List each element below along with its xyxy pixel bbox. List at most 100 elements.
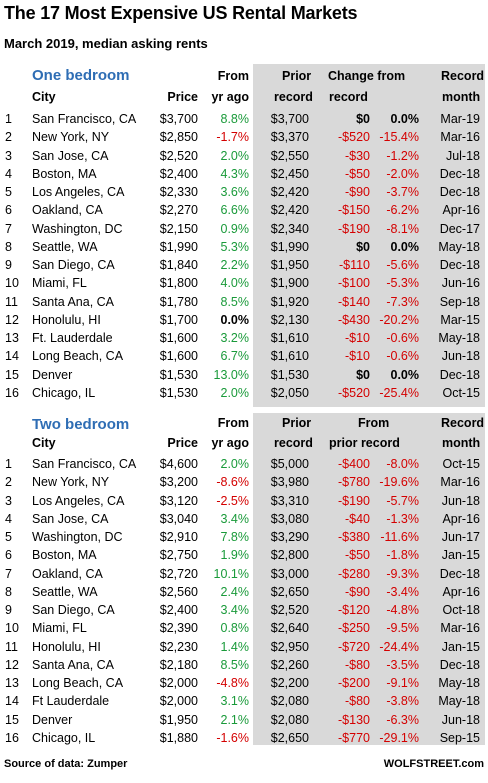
cell-record-month: Dec-18 (439, 258, 480, 272)
cell-price: $2,910 (159, 530, 198, 544)
header-price: Price (167, 90, 198, 104)
cell-pct-change: -24.4% (379, 639, 419, 654)
cell-prior-record: $2,640 (270, 621, 309, 636)
table-row: 5 Los Angeles, CA $2,330 3.6% $2,420 -$90 -3.7… (0, 183, 488, 201)
cell-dollar-change: -$40 (344, 511, 370, 526)
cell-prior-record: $3,980 (270, 475, 309, 490)
cell-dollar-change: -$780 (338, 475, 370, 490)
cell-pct-change: -7.3% (386, 294, 419, 309)
cell-price: $1,950 (159, 712, 198, 727)
cell-prior-record: $1,900 (270, 276, 309, 291)
cell-city: Denver (32, 712, 73, 727)
cell-dollar-change: -$400 (338, 457, 370, 471)
table-row: 14 Ft Lauderdale $2,000 3.1% $2,080 -$80 -3.8%… (0, 692, 488, 710)
cell-yr-change: 3.4% (220, 511, 250, 526)
cell-city: Long Beach, CA (32, 676, 124, 690)
header-yr-ago: yr ago (211, 436, 249, 450)
cell-city: Santa Ana, CA (32, 294, 115, 309)
cell-pct-change: -6.2% (386, 203, 419, 218)
table-row: 9 San Diego, CA $2,400 3.4% $2,520 -$120 -4.8%… (0, 601, 488, 619)
cell-yr-change: -1.7% (216, 130, 249, 145)
cell-rank: 7 (5, 221, 12, 236)
cell-city: Los Angeles, CA (32, 493, 125, 508)
cell-price: $2,400 (159, 166, 198, 181)
cell-city: San Francisco, CA (32, 112, 137, 126)
cell-record-month: Jun-17 (441, 530, 480, 544)
cell-yr-change: 7.8% (220, 530, 250, 544)
cell-record-month: Jun-18 (441, 712, 480, 727)
cell-record-month: Jun-18 (441, 349, 480, 364)
cell-yr-change: 0.8% (220, 621, 250, 636)
cell-prior-record: $2,080 (270, 694, 309, 709)
cell-record-month: Dec-18 (439, 657, 480, 672)
cell-prior-record: $2,950 (270, 639, 309, 654)
table-row: 6 Boston, MA $2,750 1.9% $2,800 -$50 -1.8% Jan-… (0, 546, 488, 564)
table-row: 7 Washington, DC $2,150 0.9% $2,340 -$190 -8.1… (0, 220, 488, 238)
cell-price: $1,780 (159, 294, 198, 309)
cell-prior-record: $1,990 (270, 239, 309, 254)
header-prior: Prior (282, 416, 312, 430)
cell-record-month: Oct-18 (442, 603, 480, 617)
cell-pct-change: -0.6% (386, 331, 419, 345)
cell-city: Oakland, CA (32, 566, 103, 581)
cell-yr-change: 3.2% (220, 331, 250, 345)
cell-prior-record: $2,260 (270, 657, 309, 672)
cell-city: San Francisco, CA (32, 457, 137, 471)
cell-pct-change: 0.0% (390, 239, 420, 254)
cell-dollar-change: $0 (356, 367, 370, 382)
cell-pct-change: -19.6% (379, 475, 419, 490)
cell-rank: 8 (5, 239, 12, 254)
cell-yr-change: -8.6% (216, 475, 249, 490)
cell-yr-change: 3.6% (220, 185, 250, 199)
cell-yr-change: 2.1% (220, 712, 250, 727)
table-row: 3 Los Angeles, CA $3,120 -2.5% $3,310 -$190 -5… (0, 492, 488, 510)
cell-dollar-change: -$720 (338, 639, 370, 654)
cell-pct-change: -9.3% (386, 566, 419, 581)
cell-price: $4,600 (159, 457, 198, 471)
cell-prior-record: $2,450 (270, 166, 309, 181)
header-record: record (274, 436, 313, 450)
cell-price: $2,180 (159, 657, 198, 672)
cell-city: Denver (32, 367, 73, 382)
cell-pct-change: 0.0% (390, 367, 420, 382)
cell-record-month: Jan-15 (441, 639, 480, 654)
cell-dollar-change: -$10 (344, 349, 370, 364)
cell-price: $1,840 (159, 258, 198, 272)
header-from: From (217, 69, 249, 83)
cell-yr-change: 0.9% (220, 221, 250, 236)
cell-dollar-change: -$380 (338, 530, 370, 544)
cell-rank: 13 (5, 331, 19, 345)
cell-prior-record: $2,550 (270, 148, 309, 163)
cell-pct-change: -20.2% (379, 312, 419, 327)
table-row: 1 San Francisco, CA $3,700 8.8% $3,700 $0 0.0%… (0, 110, 488, 128)
cell-record-month: Dec-17 (439, 221, 480, 236)
cell-prior-record: $3,370 (270, 130, 309, 145)
cell-city: Long Beach, CA (32, 349, 124, 364)
cell-pct-change: -5.3% (386, 276, 419, 291)
table-row: 4 San Jose, CA $3,040 3.4% $3,080 -$40 -1.3% Ap… (0, 510, 488, 528)
cell-city: Ft Lauderdale (32, 694, 110, 709)
cell-prior-record: $2,420 (270, 185, 309, 199)
cell-rank: 16 (5, 385, 19, 400)
cell-pct-change: -1.2% (386, 148, 419, 163)
cell-rank: 14 (5, 349, 19, 364)
cell-price: $1,880 (159, 730, 198, 745)
cell-price: $2,560 (159, 584, 198, 599)
cell-yr-change: -4.8% (216, 676, 249, 690)
cell-city: New York, NY (32, 475, 110, 490)
table-row: 13 Ft. Lauderdale $1,600 3.2% $1,610 -$10 -0.6… (0, 329, 488, 347)
cell-city: Honolulu, HI (32, 312, 101, 327)
cell-dollar-change: -$520 (338, 130, 370, 145)
cell-pct-change: -3.5% (386, 657, 419, 672)
cell-dollar-change: $0 (356, 239, 370, 254)
cell-city: Miami, FL (32, 621, 87, 636)
table-row: 11 Santa Ana, CA $1,780 8.5% $1,920 -$140 -7.3… (0, 293, 488, 311)
cell-rank: 12 (5, 312, 19, 327)
cell-rank: 16 (5, 730, 19, 745)
cell-yr-change: -1.6% (216, 730, 249, 745)
cell-yr-change: 1.9% (220, 548, 250, 563)
cell-pct-change: -5.6% (386, 258, 419, 272)
cell-price: $1,600 (159, 349, 198, 364)
cell-dollar-change: -$100 (338, 276, 370, 291)
cell-price: $2,000 (159, 694, 198, 709)
